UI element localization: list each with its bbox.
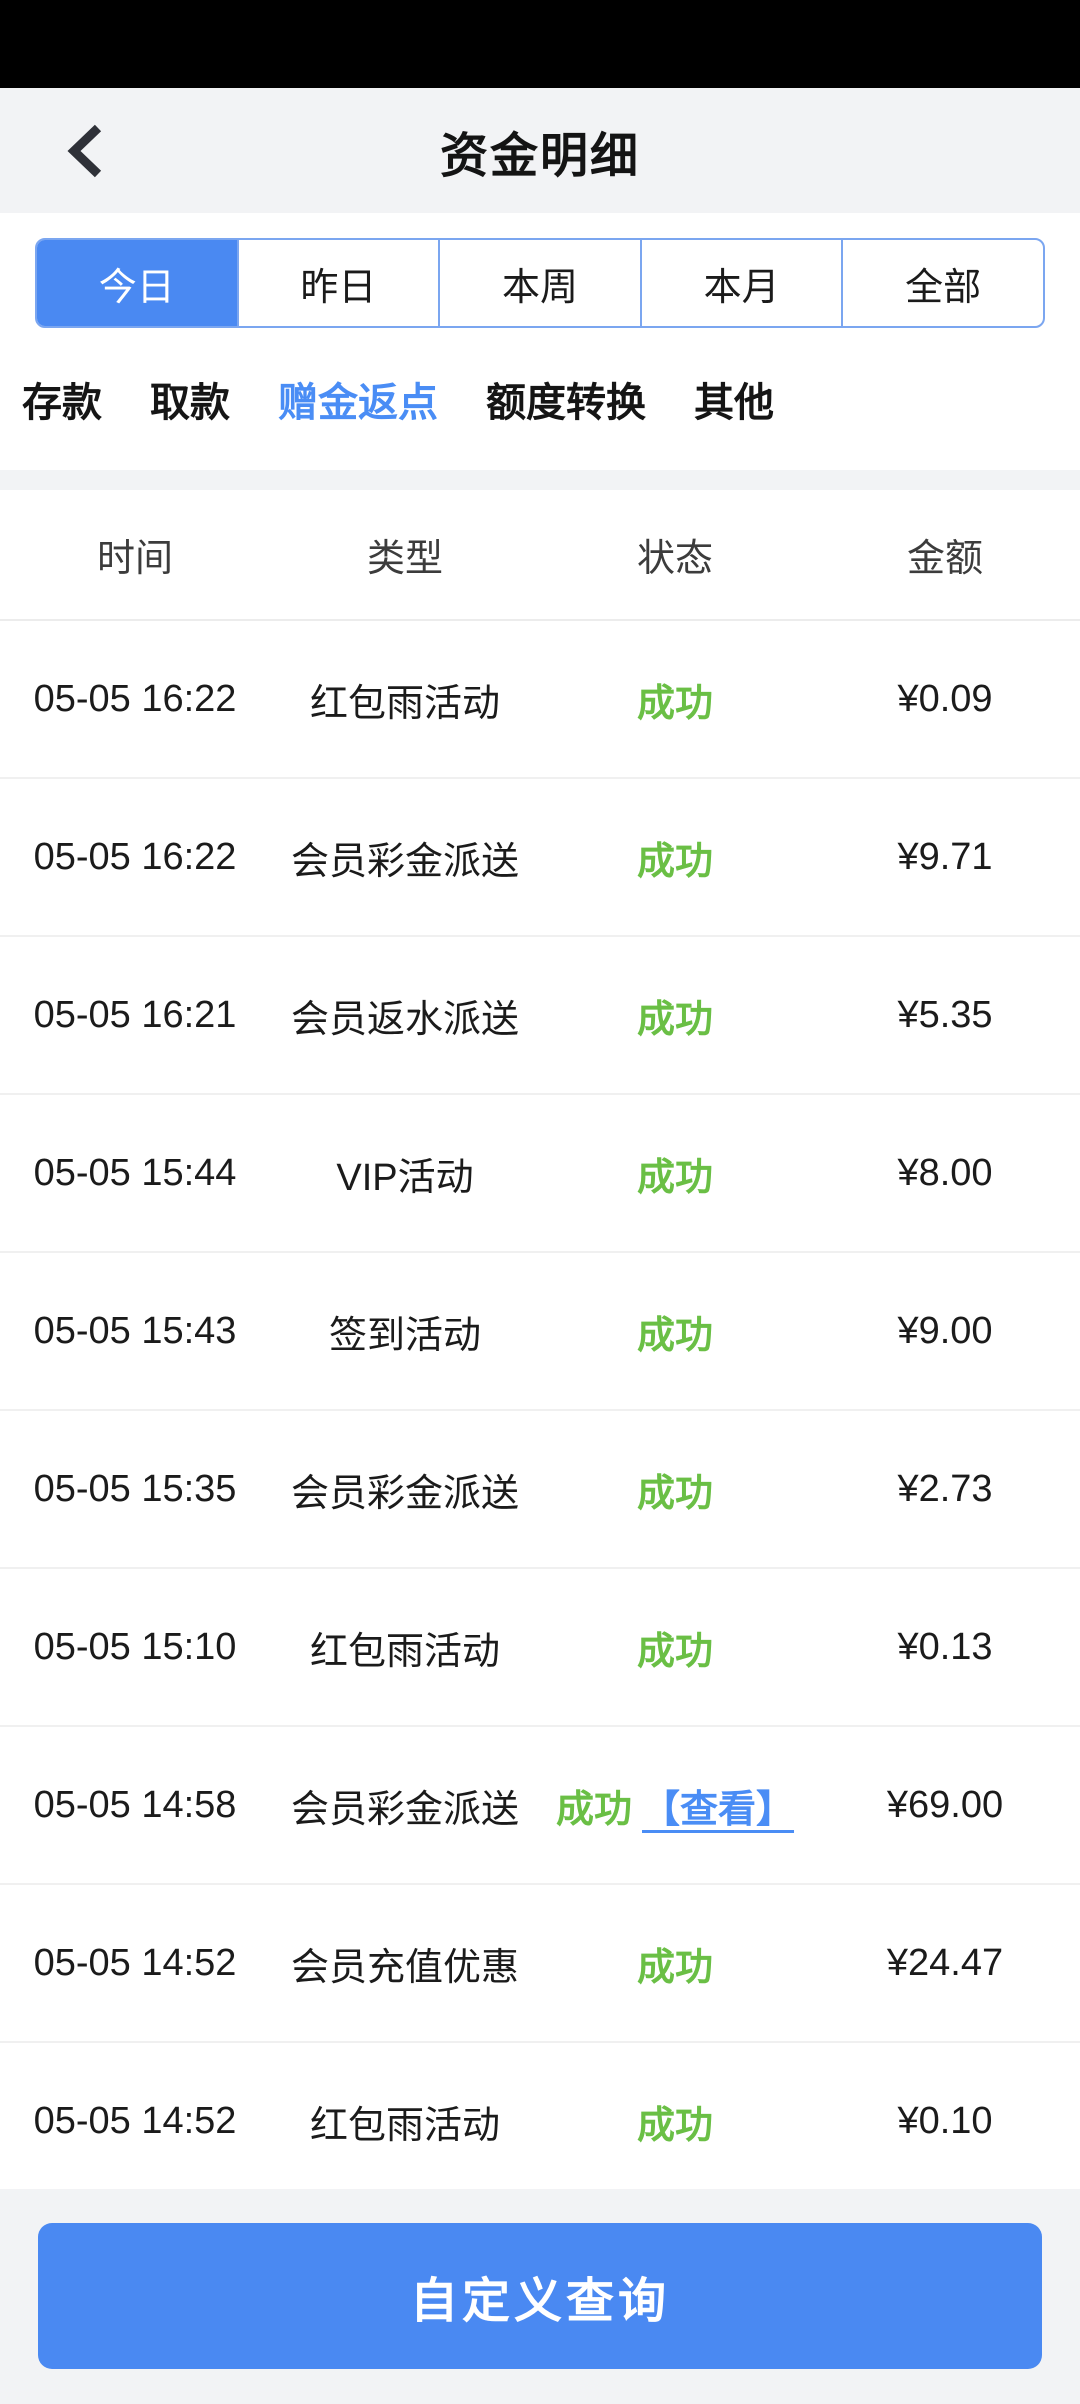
- cell-status: 成功: [540, 1620, 810, 1675]
- cell-status: 成功: [540, 1304, 810, 1359]
- cell-type: 会员彩金派送: [290, 1472, 519, 1515]
- type-filters: 存款 取款 赠金返点 额度转换 其他: [0, 328, 1080, 470]
- cell-time: 05-05 16:22: [33, 835, 237, 878]
- tab-yesterday[interactable]: 昨日: [236, 240, 439, 326]
- cell-amount: ¥2.73: [897, 1467, 993, 1510]
- table-row: 05-05 15:44 VIP活动 成功 ¥8.00: [0, 1095, 1080, 1253]
- filter-deposit[interactable]: 存款: [22, 381, 102, 425]
- status-text: 成功: [636, 840, 713, 883]
- cell-time: 05-05 15:44: [33, 1151, 237, 1194]
- status-text: 成功: [636, 1314, 713, 1357]
- section-divider: [0, 470, 1080, 490]
- cell-status: 成功: [540, 1936, 810, 1991]
- cell-amount: ¥0.10: [897, 2099, 993, 2142]
- cell-time: 05-05 15:43: [33, 1309, 237, 1352]
- tab-this-week[interactable]: 本周: [438, 240, 640, 326]
- tab-all[interactable]: 全部: [841, 240, 1043, 326]
- cell-amount: ¥5.35: [897, 993, 993, 1036]
- header-cell-status: 状态: [636, 538, 713, 580]
- status-text: 成功: [636, 1946, 713, 1989]
- table-header: 时间 类型 状态 金额: [0, 490, 1080, 621]
- table-row: 05-05 15:43 签到活动 成功 ¥9.00: [0, 1253, 1080, 1411]
- cell-type: 会员充值优惠: [290, 1946, 519, 1989]
- cell-type: VIP活动: [336, 1156, 474, 1199]
- cell-status: 成功: [540, 1462, 810, 1517]
- cell-type: 红包雨活动: [309, 1630, 500, 1673]
- cell-status: 成功: [540, 830, 810, 885]
- table-row: 05-05 14:52 红包雨活动 成功 ¥0.10: [0, 2043, 1080, 2189]
- cell-type: 会员返水派送: [290, 998, 519, 1041]
- cell-amount: ¥9.00: [897, 1309, 993, 1352]
- cell-amount: ¥8.00: [897, 1151, 993, 1194]
- cell-status: 成功 【查看】: [540, 1778, 810, 1833]
- cell-time: 05-05 14:58: [33, 1783, 237, 1826]
- status-text: 成功: [636, 1630, 713, 1673]
- date-range-tabs: 今日 昨日 本周 本月 全部: [35, 238, 1045, 328]
- footer: 自定义查询: [0, 2189, 1080, 2404]
- status-text: 成功: [636, 998, 713, 1041]
- header-cell-type: 类型: [366, 538, 443, 580]
- cell-amount: ¥24.47: [886, 1941, 1004, 1984]
- status-text: 成功: [636, 2104, 713, 2147]
- filter-other[interactable]: 其他: [694, 381, 774, 425]
- cell-time: 05-05 16:22: [33, 677, 237, 720]
- cell-time: 05-05 14:52: [33, 2099, 237, 2142]
- table-row: 05-05 16:22 红包雨活动 成功 ¥0.09: [0, 621, 1080, 779]
- filter-bonus-rebate[interactable]: 赠金返点: [278, 381, 438, 425]
- table-row: 05-05 15:10 红包雨活动 成功 ¥0.13: [0, 1569, 1080, 1727]
- cell-type: 红包雨活动: [309, 682, 500, 725]
- table-row: 05-05 14:52 会员充值优惠 成功 ¥24.47: [0, 1885, 1080, 2043]
- cell-amount: ¥0.09: [897, 677, 993, 720]
- cell-type: 会员彩金派送: [290, 840, 519, 883]
- cell-time: 05-05 15:35: [33, 1467, 237, 1510]
- cell-type: 会员彩金派送: [290, 1788, 519, 1831]
- header-cell-time: 时间: [96, 538, 173, 580]
- filter-quota-transfer[interactable]: 额度转换: [486, 381, 646, 425]
- table-row: 05-05 16:21 会员返水派送 成功 ¥5.35: [0, 937, 1080, 1095]
- cell-status: 成功: [540, 988, 810, 1043]
- status-text: 成功: [555, 1788, 632, 1831]
- chevron-left-icon: [67, 124, 102, 177]
- header-cell-amount: 金额: [906, 538, 983, 580]
- filter-withdraw[interactable]: 取款: [150, 381, 230, 425]
- table-row: 05-05 15:35 会员彩金派送 成功 ¥2.73: [0, 1411, 1080, 1569]
- custom-query-button[interactable]: 自定义查询: [38, 2223, 1042, 2369]
- table-row: 05-05 16:22 会员彩金派送 成功 ¥9.71: [0, 779, 1080, 937]
- cell-time: 05-05 14:52: [33, 1941, 237, 1984]
- status-text: 成功: [636, 1156, 713, 1199]
- cell-time: 05-05 16:21: [33, 993, 237, 1036]
- page-title: 资金明细: [439, 129, 640, 183]
- cell-status: 成功: [540, 672, 810, 727]
- table-row: 05-05 14:58 会员彩金派送 成功 【查看】 ¥69.00: [0, 1727, 1080, 1885]
- cell-status: 成功: [540, 2094, 810, 2149]
- cell-type: 红包雨活动: [309, 2104, 500, 2147]
- cell-amount: ¥69.00: [886, 1783, 1004, 1826]
- cell-amount: ¥0.13: [897, 1625, 993, 1668]
- view-link[interactable]: 【查看】: [642, 1788, 795, 1831]
- transaction-list[interactable]: 05-05 16:22 红包雨活动 成功 ¥0.09 05-05 16:22 会员彩金派送…: [0, 621, 1080, 2189]
- cell-status: 成功: [540, 1146, 810, 1201]
- status-text: 成功: [636, 1472, 713, 1515]
- tab-today[interactable]: 今日: [37, 240, 237, 326]
- back-button[interactable]: [40, 88, 130, 213]
- app-header: 资金明细: [0, 88, 1080, 213]
- cell-amount: ¥9.71: [897, 835, 993, 878]
- tab-this-month[interactable]: 本月: [639, 240, 842, 326]
- cell-time: 05-05 15:10: [33, 1625, 237, 1668]
- status-bar: [0, 0, 1080, 88]
- status-text: 成功: [636, 682, 713, 725]
- cell-type: 签到活动: [328, 1314, 481, 1357]
